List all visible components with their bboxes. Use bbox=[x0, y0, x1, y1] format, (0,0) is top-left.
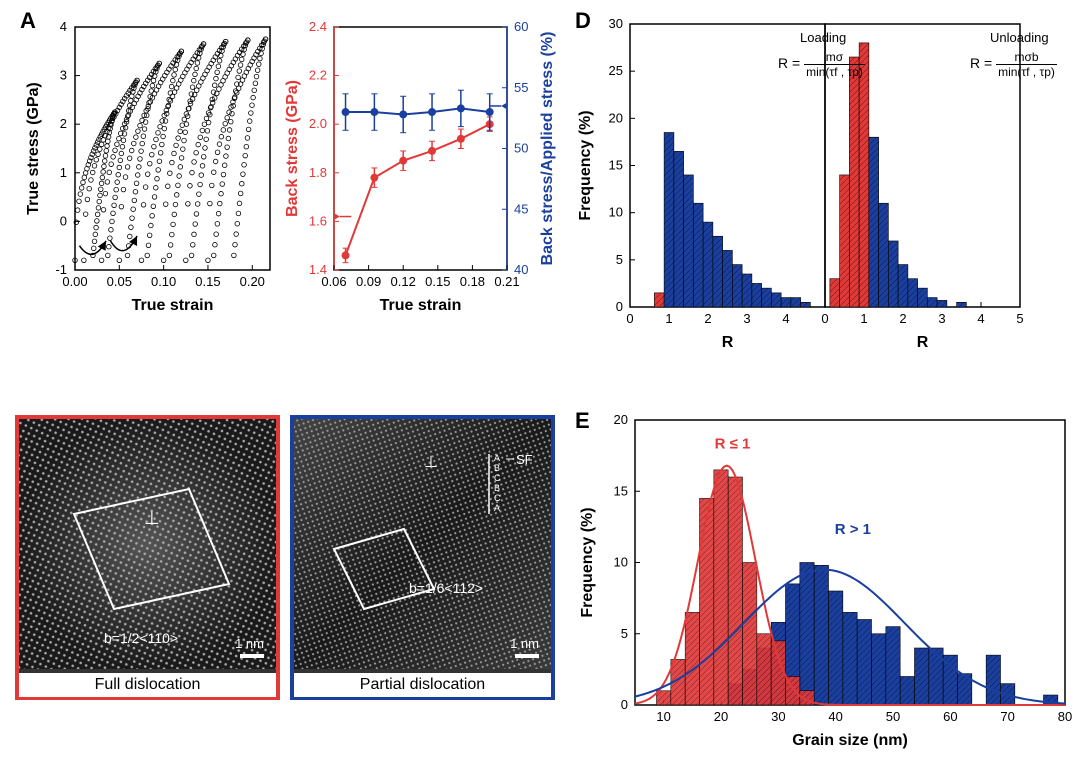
scale-b-txt: 1 nm bbox=[235, 636, 264, 651]
svg-text:2.4: 2.4 bbox=[309, 19, 327, 34]
scale-c-bar bbox=[515, 654, 539, 658]
svg-text:15: 15 bbox=[614, 483, 628, 498]
svg-text:60: 60 bbox=[514, 19, 528, 34]
svg-text:30: 30 bbox=[771, 709, 785, 724]
tem-c: ⊥ AB CB CA SF b=1/6<112> 1 nm bbox=[290, 415, 555, 700]
svg-text:0.15: 0.15 bbox=[195, 274, 220, 289]
svg-text:10: 10 bbox=[609, 205, 623, 220]
unloading-formula: R = mσbmin(τf , τp) bbox=[970, 50, 1057, 79]
burgers-c: b=1/6<112> bbox=[409, 580, 483, 596]
svg-text:20: 20 bbox=[609, 110, 623, 125]
svg-text:Frequency (%): Frequency (%) bbox=[577, 110, 594, 220]
svg-text:20: 20 bbox=[714, 709, 728, 724]
svg-text:1: 1 bbox=[665, 311, 672, 326]
svg-text:0.05: 0.05 bbox=[107, 274, 132, 289]
svg-text:25: 25 bbox=[609, 63, 623, 78]
svg-text:0.10: 0.10 bbox=[151, 274, 176, 289]
svg-text:1.6: 1.6 bbox=[309, 213, 327, 228]
svg-text:Grain size (nm): Grain size (nm) bbox=[792, 732, 908, 749]
svg-text:C: C bbox=[494, 473, 501, 483]
svg-text:0: 0 bbox=[60, 213, 67, 228]
svg-text:B: B bbox=[494, 483, 500, 493]
svg-text:4: 4 bbox=[782, 311, 789, 326]
svg-text:B: B bbox=[494, 463, 500, 473]
svg-text:A: A bbox=[494, 453, 500, 463]
tem-b: ⊥ b=1/2<110> 1 nm bbox=[15, 415, 280, 700]
svg-text:2.2: 2.2 bbox=[309, 68, 327, 83]
svg-text:2: 2 bbox=[899, 311, 906, 326]
svg-text:1: 1 bbox=[60, 165, 67, 180]
svg-text:True strain: True strain bbox=[132, 297, 214, 314]
svg-text:45: 45 bbox=[514, 201, 528, 216]
svg-text:80: 80 bbox=[1058, 709, 1072, 724]
scale-c-txt: 1 nm bbox=[510, 636, 539, 651]
svg-text:Frequency (%): Frequency (%) bbox=[579, 507, 596, 617]
svg-text:20: 20 bbox=[614, 412, 628, 427]
svg-text:3: 3 bbox=[743, 311, 750, 326]
svg-text:A: A bbox=[494, 503, 500, 513]
svg-text:R ≤ 1: R ≤ 1 bbox=[715, 436, 751, 453]
svg-text:50: 50 bbox=[514, 141, 528, 156]
svg-text:SF: SF bbox=[516, 452, 533, 467]
tem-b-label: Full dislocation bbox=[19, 673, 276, 697]
svg-text:5: 5 bbox=[1016, 311, 1023, 326]
svg-text:0.09: 0.09 bbox=[356, 274, 381, 289]
svg-text:⊥: ⊥ bbox=[424, 454, 438, 471]
loading-label: Loading bbox=[800, 30, 846, 45]
svg-text:R: R bbox=[722, 334, 734, 351]
svg-text:R > 1: R > 1 bbox=[835, 521, 871, 538]
svg-text:Back stress (GPa): Back stress (GPa) bbox=[284, 80, 301, 217]
svg-text:0: 0 bbox=[616, 299, 623, 314]
svg-text:0: 0 bbox=[626, 311, 633, 326]
burgers-b: b=1/2<110> bbox=[104, 630, 178, 646]
svg-text:70: 70 bbox=[1000, 709, 1014, 724]
svg-text:2: 2 bbox=[60, 116, 67, 131]
svg-text:3: 3 bbox=[938, 311, 945, 326]
svg-text:30: 30 bbox=[609, 16, 623, 31]
svg-text:3: 3 bbox=[60, 68, 67, 83]
svg-text:R: R bbox=[917, 334, 929, 351]
svg-text:4: 4 bbox=[60, 19, 67, 34]
panel-a-left: 0.000.050.100.150.20-101234True strainTr… bbox=[20, 15, 280, 335]
svg-text:55: 55 bbox=[514, 80, 528, 95]
svg-text:0.12: 0.12 bbox=[391, 274, 416, 289]
svg-text:60: 60 bbox=[943, 709, 957, 724]
svg-text:2.0: 2.0 bbox=[309, 116, 327, 131]
svg-text:40: 40 bbox=[514, 262, 528, 277]
tem-c-texture: ⊥ AB CB CA SF bbox=[294, 419, 551, 669]
svg-text:True strain: True strain bbox=[380, 297, 462, 314]
svg-text:5: 5 bbox=[621, 626, 628, 641]
svg-text:0: 0 bbox=[821, 311, 828, 326]
svg-text:0.20: 0.20 bbox=[240, 274, 265, 289]
svg-text:4: 4 bbox=[977, 311, 984, 326]
panel-e: 10 20 30 40 50 60 70 80 0 5 10 15 20 Grain size (nm) F… bbox=[570, 405, 1078, 760]
svg-text:Back stress/Applied stress (%): Back stress/Applied stress (%) bbox=[539, 32, 556, 266]
svg-text:1.4: 1.4 bbox=[309, 262, 327, 277]
svg-text:C: C bbox=[494, 493, 501, 503]
svg-text:0.15: 0.15 bbox=[425, 274, 450, 289]
svg-text:0.18: 0.18 bbox=[460, 274, 485, 289]
svg-text:True stress (GPa): True stress (GPa) bbox=[25, 82, 42, 215]
svg-text:50: 50 bbox=[886, 709, 900, 724]
scale-b-bar bbox=[240, 654, 264, 658]
svg-text:10: 10 bbox=[614, 555, 628, 570]
panel-a-right: 0.060.090.120.150.180.211.41.61.82.02.22… bbox=[282, 15, 562, 335]
svg-text:40: 40 bbox=[828, 709, 842, 724]
svg-text:10: 10 bbox=[656, 709, 670, 724]
svg-text:0: 0 bbox=[621, 697, 628, 712]
svg-text:-1: -1 bbox=[55, 262, 67, 277]
unloading-label: Unloading bbox=[990, 30, 1049, 45]
svg-text:1.8: 1.8 bbox=[309, 165, 327, 180]
loading-formula: R = mσmin(τf , τp) bbox=[778, 50, 865, 79]
tem-c-label: Partial dislocation bbox=[294, 673, 551, 697]
svg-text:1: 1 bbox=[860, 311, 867, 326]
svg-text:5: 5 bbox=[616, 252, 623, 267]
svg-text:2: 2 bbox=[704, 311, 711, 326]
svg-text:⊥: ⊥ bbox=[144, 508, 160, 528]
svg-text:15: 15 bbox=[609, 158, 623, 173]
